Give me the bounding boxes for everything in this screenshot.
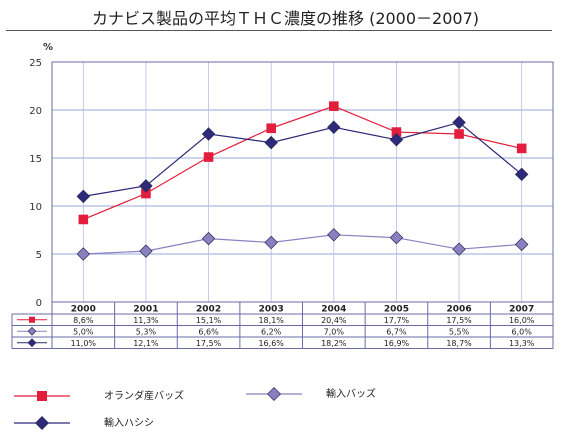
data-label-0-2004: 20,4% [321,316,347,325]
data-label-1-2007: 6,0% [512,327,533,336]
series-1-point-2002 [201,231,216,246]
y-tick-label-10: 10 [29,202,42,213]
series-1-point-2004 [327,228,341,242]
data-label-1-2002: 6,6% [198,327,219,336]
x-tick-label-2005: 2005 [384,305,409,315]
data-label-1-2005: 6,7% [386,327,407,336]
data-label-0-2002: 15,1% [196,316,222,325]
series-2-point-2004 [327,120,341,135]
y-tick-label-25: 25 [29,58,42,69]
data-label-2-2006: 18,7% [446,339,472,348]
series-0-point-2003 [266,123,276,134]
plot-frame [51,61,554,303]
series-2-point-2001 [139,179,153,193]
table-key-marker-1 [27,326,37,336]
legend-label-0: オランダ産バッズ [104,389,184,402]
table-key-marker-0 [29,316,35,323]
series-1-point-2005 [389,230,404,245]
chart-title: カナビス製品の平均ＴＨＣ濃度の推移 (2000－2007) [91,9,479,28]
series-2-point-2005 [389,133,404,147]
series-2-point-2007 [514,167,529,182]
y-tick-label-20: 20 [29,106,42,117]
y-unit-label: % [43,42,53,53]
x-tick-label-2000: 2000 [71,305,96,315]
data-label-2-2007: 13,3% [509,339,535,348]
series-0-point-2005 [391,127,402,137]
data-label-2-2003: 16,6% [258,339,284,348]
x-tick-label-2007: 2007 [509,305,534,315]
data-table: 2000 2001 2002 2003 2004 2005 2006 2007 8,6% 11,3… [11,301,554,349]
x-tick-label-2004: 2004 [321,305,346,315]
data-label-2-2002: 17,5% [196,339,222,348]
data-label-2-2000: 11,0% [71,339,97,348]
series-0-point-2004 [329,101,339,111]
title-divider [6,30,552,31]
series-0-point-2002 [203,152,214,162]
data-label-0-2000: 8,6% [73,316,94,325]
data-label-1-2003: 6,2% [261,327,282,336]
x-tick-label-2006: 2006 [447,305,472,315]
series-1-point-2001 [139,244,153,258]
table-key-marker-2 [27,338,37,348]
x-tick-label-2002: 2002 [196,305,221,315]
data-label-1-2001: 5,3% [136,327,157,336]
series-line-2 [83,121,523,197]
series-1-point-2003 [264,235,278,250]
y-tick-label-0: 0 [36,298,42,309]
series-1-point-2006 [452,242,466,256]
data-label-0-2006: 17,5% [446,316,472,325]
data-label-1-2000: 5,0% [73,327,94,336]
data-label-1-2006: 5,5% [449,327,470,336]
series-2-point-2002 [201,127,216,141]
series-0-point-2001 [141,188,151,199]
series-line-0 [83,105,522,220]
x-tick-label-2003: 2003 [259,305,284,315]
series-2-point-2003 [264,135,278,150]
legend-label-1: 輸入バッズ [326,387,376,400]
legend-marker-0 [37,391,47,401]
data-label-0-2005: 17,7% [384,316,410,325]
y-tick-label-5: 5 [36,250,42,261]
series-0-point-2000 [78,214,89,225]
series-1-point-2000 [76,247,91,261]
data-label-0-2007: 16,0% [509,316,535,325]
data-label-2-2004: 18,2% [321,339,347,348]
legend-marker-2 [35,416,49,430]
legend-marker-1 [267,387,281,401]
series-1-point-2007 [514,237,529,252]
y-tick-label-15: 15 [29,154,42,165]
series-line-1 [83,234,522,255]
series-0-point-2006 [454,129,464,139]
series-layer [76,101,529,261]
series-2-point-2006 [452,115,466,130]
grid-layer [52,61,553,303]
data-label-0-2003: 18,1% [258,316,284,325]
legend-label-2: 輸入ハシシ [104,416,154,429]
series-2-point-2000 [76,189,91,204]
data-label-1-2004: 7,0% [324,327,345,336]
series-0-point-2007 [516,143,527,154]
x-tick-label-2001: 2001 [133,305,158,315]
data-label-2-2001: 12,1% [133,339,159,348]
data-label-2-2005: 16,9% [384,339,410,348]
axis-layer: 0 5 10 15 20 25% [29,42,554,309]
data-label-0-2001: 11,3% [133,316,159,325]
